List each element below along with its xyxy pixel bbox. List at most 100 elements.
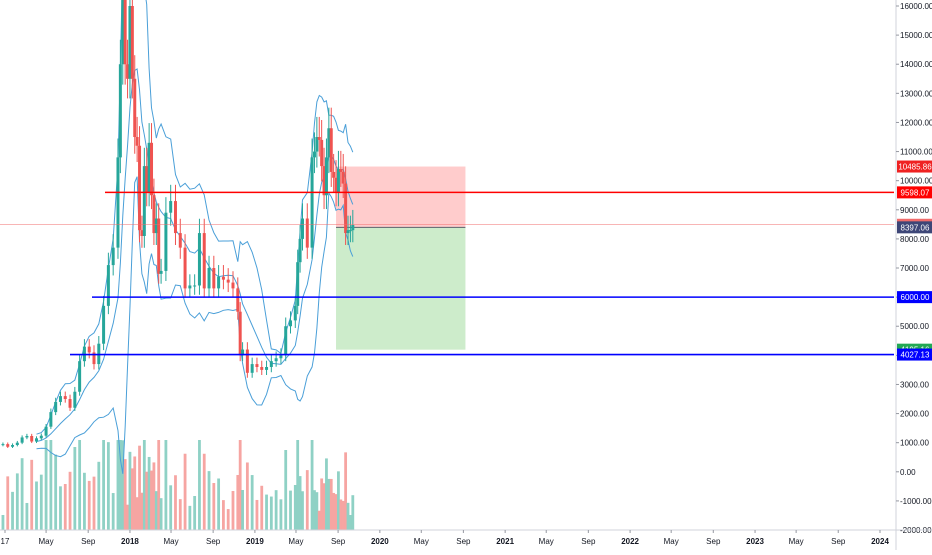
upper-band: [36, 0, 354, 435]
price-badge-label: 6000.00: [901, 293, 930, 302]
time-tick-label: 2024: [871, 537, 889, 546]
candle-body: [87, 346, 91, 353]
candle-body: [169, 201, 173, 213]
candle-body: [49, 412, 53, 427]
candle-body: [150, 142, 154, 196]
candle-body: [116, 157, 120, 248]
candles-layer: [1, 0, 355, 449]
candle-body: [1, 444, 5, 446]
candle-body: [341, 171, 345, 184]
candle-body: [344, 183, 348, 234]
candle-body: [123, 0, 127, 65]
time-tick-label: Sep: [706, 537, 721, 546]
candle-body: [118, 64, 122, 158]
volume-bar: [296, 440, 300, 530]
volume-bar: [301, 491, 304, 530]
candle-body: [68, 399, 72, 408]
candle-body: [147, 142, 151, 193]
price-tick-label: 9000.00: [900, 206, 929, 215]
candle-body: [133, 78, 137, 138]
candle-body: [193, 285, 197, 287]
volume-bar: [142, 440, 146, 530]
candle-body: [327, 128, 331, 158]
time-tick-label: May: [414, 537, 429, 546]
volume-bar: [337, 471, 340, 530]
price-tick-label: 8000.00: [900, 235, 929, 244]
volume-bar: [222, 500, 225, 530]
volume-bar: [169, 485, 173, 530]
volume-bar: [317, 510, 321, 530]
volume-bar: [334, 494, 338, 530]
volume-bar: [236, 474, 240, 530]
time-tick-label: May: [789, 537, 804, 546]
volume-bar: [310, 440, 314, 530]
candle-body: [339, 169, 343, 172]
candle-body: [305, 218, 309, 248]
candle-body: [207, 268, 211, 289]
time-tick-label: Sep: [331, 537, 346, 546]
volume-bar: [106, 442, 110, 530]
candle-body: [217, 276, 221, 289]
candle-body: [20, 437, 24, 443]
volume-bar: [159, 498, 163, 530]
price-badge: [897, 160, 932, 173]
volume-bar: [265, 494, 268, 530]
price-badge: [897, 221, 932, 234]
time-tick-label: 2020: [371, 537, 389, 546]
candle-body: [11, 445, 15, 447]
volume-bar: [157, 440, 161, 530]
volume-bar: [293, 485, 297, 530]
horizontal-lines-layer[interactable]: [0, 191, 894, 356]
stop-loss-zone: [336, 166, 466, 228]
candle-body: [63, 396, 67, 400]
price-badge: [897, 348, 932, 361]
candle-body: [34, 438, 38, 442]
time-tick-label: 2019: [246, 537, 264, 546]
price-badge-label: 9598.07: [901, 188, 930, 197]
candle-body: [241, 349, 245, 356]
time-tick-label: Sep: [831, 537, 846, 546]
volume-bar: [164, 440, 168, 530]
candle-body: [312, 151, 316, 158]
short-position-tool[interactable]: [336, 166, 466, 350]
candle-body: [260, 366, 264, 370]
volume-bar: [73, 447, 77, 530]
price-tick-label: 15000.00: [900, 31, 932, 40]
volume-bar: [68, 471, 72, 530]
volume-bar: [15, 473, 19, 530]
volume-bar: [193, 496, 197, 530]
time-tick-label: Sep: [456, 537, 471, 546]
volume-bar: [145, 471, 149, 530]
candle-body: [78, 361, 82, 392]
volume-bar: [133, 456, 137, 530]
volume-bar: [135, 497, 139, 530]
volume-bar: [150, 470, 153, 530]
candle-body: [30, 435, 34, 442]
candle-body: [279, 355, 283, 359]
price-tick-label: 11000.00: [900, 148, 932, 157]
time-tick-label: 2018: [121, 537, 139, 546]
candle-body: [111, 247, 115, 266]
candle-body: [142, 166, 146, 236]
volume-bar: [54, 454, 58, 530]
candle-body: [197, 233, 201, 286]
volume-bar: [11, 491, 14, 530]
candle-body: [310, 157, 314, 248]
volume-bar: [30, 459, 34, 530]
volume-bar: [217, 478, 221, 530]
price-tick-label: 16000.00: [900, 2, 932, 11]
candle-body: [346, 230, 350, 234]
time-axis[interactable]: 17 May Sep 2018 May Sep 2019 May Sep 2020 May Sep 20…: [0, 529, 932, 546]
candle-body: [183, 247, 187, 289]
candle-body: [289, 320, 293, 327]
volume-bar: [202, 453, 206, 530]
volume-bar: [351, 495, 355, 530]
candle-body: [159, 270, 163, 274]
candle-body: [255, 364, 259, 367]
volume-bar: [260, 485, 264, 530]
candle-body: [140, 230, 144, 236]
candle-body: [6, 444, 10, 447]
